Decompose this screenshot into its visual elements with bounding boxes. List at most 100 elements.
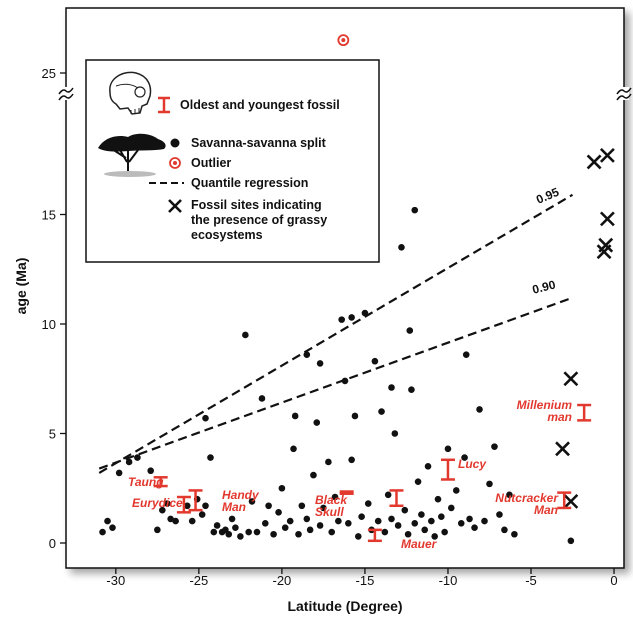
data-point — [232, 524, 239, 531]
cross-stroke — [599, 147, 615, 163]
data-point — [452, 487, 460, 494]
x-tick-label: -10 — [439, 573, 458, 588]
data-point — [298, 502, 306, 510]
data-point — [348, 314, 355, 321]
data-point — [335, 517, 342, 525]
y-tick-label: 15 — [42, 208, 56, 223]
data-point — [394, 522, 402, 529]
legend-sites-label-line1: Fossil sites indicating — [191, 198, 322, 212]
data-point — [466, 515, 473, 523]
data-point — [476, 406, 483, 413]
data-point — [351, 412, 359, 420]
data-point — [408, 386, 415, 394]
fossil-name-label: Handy Man — [222, 488, 260, 514]
data-point — [447, 504, 455, 512]
data-point — [496, 511, 503, 518]
data-point — [104, 517, 111, 525]
data-point — [278, 484, 286, 492]
data-point — [115, 469, 123, 477]
data-point — [388, 515, 395, 523]
data-point — [398, 244, 405, 251]
data-point — [275, 509, 282, 516]
data-point — [462, 351, 470, 358]
data-point — [286, 517, 294, 525]
fossil-site-cross — [596, 244, 612, 260]
fossil-name-label: Lucy — [458, 457, 487, 471]
fossil-range-bar — [153, 476, 168, 488]
data-point — [183, 502, 191, 510]
data-point — [207, 454, 214, 461]
fossil-range-bar — [440, 458, 455, 481]
data-point — [270, 530, 277, 538]
data-point — [225, 530, 233, 538]
data-point — [364, 500, 372, 507]
x-tick-label: -5 — [525, 573, 537, 588]
cross-stroke — [555, 441, 570, 457]
fossil-name-label: Millenium man — [517, 398, 573, 424]
skull-icon — [109, 71, 152, 115]
data-point — [428, 517, 435, 525]
cross-stroke — [563, 371, 579, 387]
data-point — [338, 316, 345, 323]
legend-cross-marker — [168, 199, 182, 213]
data-point — [265, 502, 272, 510]
data-point — [164, 500, 171, 507]
x-tick-label: -25 — [189, 573, 208, 588]
fossil-site-cross — [599, 147, 615, 163]
data-point — [316, 522, 324, 529]
data-point — [481, 517, 488, 525]
y-tick-label: 0 — [49, 536, 56, 551]
data-point — [261, 519, 269, 527]
data-point — [258, 395, 266, 402]
data-point — [134, 454, 141, 461]
x-axis-label: Latitude (Degree) — [287, 598, 402, 614]
data-point — [411, 206, 419, 214]
data-point — [159, 506, 166, 514]
data-point — [341, 377, 349, 385]
fossil-site-cross — [586, 154, 602, 170]
data-point — [125, 458, 133, 466]
fossil-range-bar — [339, 490, 354, 495]
x-tick-label: -30 — [106, 573, 125, 588]
data-point — [414, 478, 422, 485]
data-point — [345, 519, 352, 527]
data-point — [411, 519, 419, 527]
data-point — [172, 517, 179, 525]
data-point — [486, 480, 493, 488]
data-point — [438, 513, 445, 521]
x-tick-label: -15 — [356, 573, 375, 588]
data-point — [491, 443, 498, 450]
data-point — [378, 408, 385, 415]
data-point — [431, 533, 438, 540]
data-point — [434, 495, 442, 503]
fossil-site-cross — [563, 371, 579, 387]
data-point — [348, 456, 355, 464]
cross-stroke — [596, 244, 612, 260]
data-point — [361, 309, 369, 317]
data-point — [154, 526, 161, 534]
cross-stroke — [586, 154, 602, 170]
data-point — [511, 530, 518, 538]
data-point — [99, 528, 106, 536]
outlier-point-center — [341, 38, 346, 43]
data-point — [303, 515, 311, 523]
data-point — [303, 351, 311, 358]
data-point — [213, 522, 221, 529]
data-point — [210, 528, 218, 536]
data-point — [228, 515, 236, 523]
data-point — [374, 517, 382, 525]
legend-fossil-label: Oldest and youngest fossil — [180, 98, 340, 112]
data-point — [418, 511, 425, 518]
fossil-range-bar — [389, 489, 404, 508]
data-point — [306, 526, 314, 534]
fossil-range-bar — [557, 491, 572, 510]
legend: Oldest and youngest fossil Savanna-savan… — [85, 59, 380, 263]
legend-ring-marker — [169, 157, 181, 169]
data-point — [391, 430, 399, 437]
data-point — [202, 414, 209, 422]
quantile-label: 0.90 — [531, 277, 557, 296]
data-point — [242, 331, 249, 339]
data-point — [328, 528, 336, 536]
data-point — [354, 533, 362, 540]
data-point — [441, 528, 448, 536]
